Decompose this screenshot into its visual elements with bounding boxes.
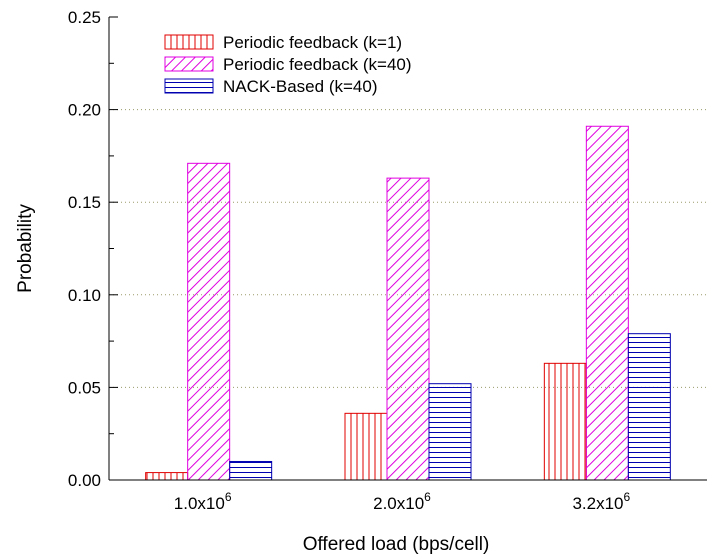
legend-swatch bbox=[164, 56, 214, 72]
bars bbox=[145, 125, 671, 481]
bar bbox=[386, 177, 430, 481]
bar bbox=[543, 362, 587, 481]
bar bbox=[428, 383, 472, 481]
legend-label: NACK-Based (k=40) bbox=[223, 77, 377, 96]
legend-swatch bbox=[164, 78, 214, 94]
legend-label: Periodic feedback (k=40) bbox=[223, 55, 412, 74]
legend-label: Periodic feedback (k=1) bbox=[223, 33, 402, 52]
y-tick-label: 0.05 bbox=[68, 378, 101, 397]
y-tick-label: 0.15 bbox=[68, 193, 101, 212]
axes bbox=[108, 16, 707, 481]
bar bbox=[627, 333, 671, 481]
bar bbox=[344, 412, 388, 481]
bar bbox=[229, 460, 273, 481]
tick-labels: 0.00 0.05 0.10 0.15 0.20 0.25 1.0x106 2.0x106 3.… bbox=[68, 8, 631, 513]
bar bbox=[187, 162, 231, 481]
legend-swatch bbox=[164, 34, 214, 50]
y-tick-label: 0.10 bbox=[68, 286, 101, 305]
bar bbox=[585, 125, 629, 481]
legend: Periodic feedback (k=1) Periodic feedback… bbox=[164, 33, 412, 96]
y-axis-title: Probability bbox=[15, 204, 36, 293]
y-tick-label: 0.25 bbox=[68, 8, 101, 27]
bar bbox=[145, 472, 189, 481]
y-tick-label: 0.20 bbox=[68, 101, 101, 120]
x-tick-label: 3.2x106 bbox=[572, 490, 630, 513]
x-axis-title: Offered load (bps/cell) bbox=[303, 534, 490, 555]
x-tick-label: 1.0x106 bbox=[174, 490, 232, 513]
x-tick-label: 2.0x106 bbox=[373, 490, 431, 513]
y-tick-label: 0.00 bbox=[68, 471, 101, 490]
